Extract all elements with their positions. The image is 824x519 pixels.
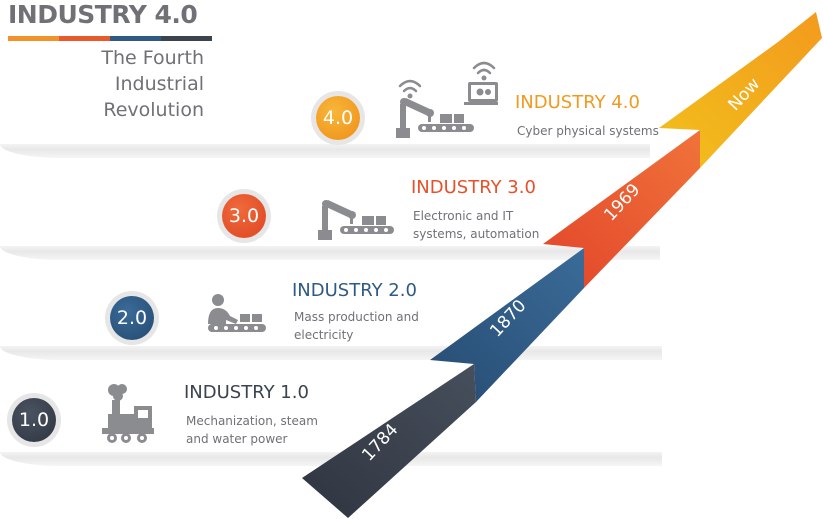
timeline-segment-1969: [543, 130, 700, 288]
title-bar-segment-2: [59, 36, 110, 41]
industry-1-description: Mechanization, steam and water power: [186, 414, 318, 446]
steam-locomotive-icon: [102, 384, 154, 443]
timeline-segment-1870: [430, 248, 584, 402]
industry-4-description: Cyber physical systems: [517, 124, 659, 138]
title-bar-segment-4: [161, 36, 212, 41]
badge-industry-4: 4.0: [316, 96, 360, 140]
industry-4-title: INDUSTRY 4.0: [515, 92, 640, 113]
badge-industry-1: 1.0: [12, 398, 56, 442]
industry-2-description: Mass production and electricity: [294, 310, 419, 342]
connected-robot-laptop-icon: [396, 61, 498, 138]
shelf-stage-3: [0, 246, 660, 260]
title-color-bar: [8, 36, 212, 41]
badge-industry-2: 2.0: [110, 296, 154, 340]
industry-1-title: INDUSTRY 1.0: [184, 382, 309, 403]
timeline-segment-now: [659, 12, 822, 168]
robot-arm-conveyor-icon: [318, 200, 394, 240]
industry-3-title: INDUSTRY 3.0: [411, 177, 536, 198]
page-title: INDUSTRY 4.0: [8, 0, 198, 29]
shelf-stage-4: [0, 144, 650, 158]
timeline-segment-1784: [302, 364, 476, 518]
title-bar-segment-1: [8, 36, 59, 41]
industry-3-description: Electronic and IT systems, automation: [413, 209, 540, 241]
assembly-line-worker-icon: [208, 294, 266, 332]
industry-2-title: INDUSTRY 2.0: [292, 280, 417, 301]
page-subtitle: The Fourth Industrial Revolution: [101, 47, 204, 121]
title-bar-segment-3: [110, 36, 161, 41]
badge-industry-3: 3.0: [222, 194, 266, 238]
